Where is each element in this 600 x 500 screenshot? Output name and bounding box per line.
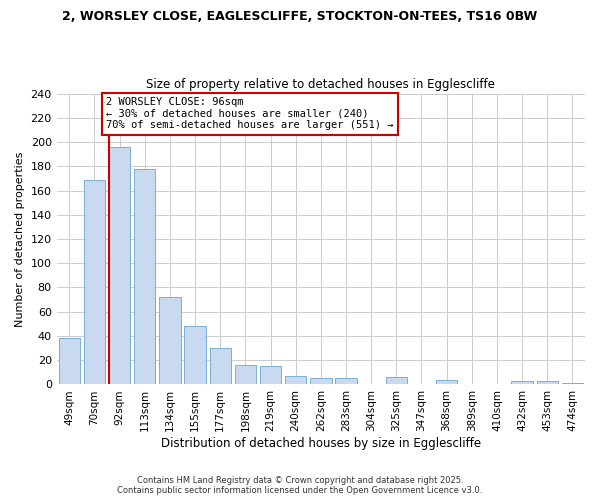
Text: 2, WORSLEY CLOSE, EAGLESCLIFFE, STOCKTON-ON-TEES, TS16 0BW: 2, WORSLEY CLOSE, EAGLESCLIFFE, STOCKTON… — [62, 10, 538, 23]
Bar — [536, 381, 558, 384]
X-axis label: Distribution of detached houses by size in Egglescliffe: Distribution of detached houses by size … — [161, 437, 481, 450]
Text: 2 WORSLEY CLOSE: 96sqm
← 30% of detached houses are smaller (240)
70% of semi-de: 2 WORSLEY CLOSE: 96sqm ← 30% of detached… — [106, 97, 394, 130]
Bar — [109, 147, 130, 384]
Bar — [59, 338, 80, 384]
Bar — [562, 383, 583, 384]
Bar — [386, 377, 407, 384]
Bar — [310, 378, 332, 384]
Bar — [511, 381, 533, 384]
Bar — [184, 326, 206, 384]
Bar — [235, 365, 256, 384]
Bar — [134, 168, 155, 384]
Y-axis label: Number of detached properties: Number of detached properties — [15, 152, 25, 326]
Bar — [84, 180, 105, 384]
Bar — [335, 378, 356, 384]
Bar — [436, 380, 457, 384]
Title: Size of property relative to detached houses in Egglescliffe: Size of property relative to detached ho… — [146, 78, 495, 91]
Bar — [285, 376, 307, 384]
Bar — [260, 366, 281, 384]
Text: Contains HM Land Registry data © Crown copyright and database right 2025.
Contai: Contains HM Land Registry data © Crown c… — [118, 476, 482, 495]
Bar — [159, 297, 181, 384]
Bar — [209, 348, 231, 385]
